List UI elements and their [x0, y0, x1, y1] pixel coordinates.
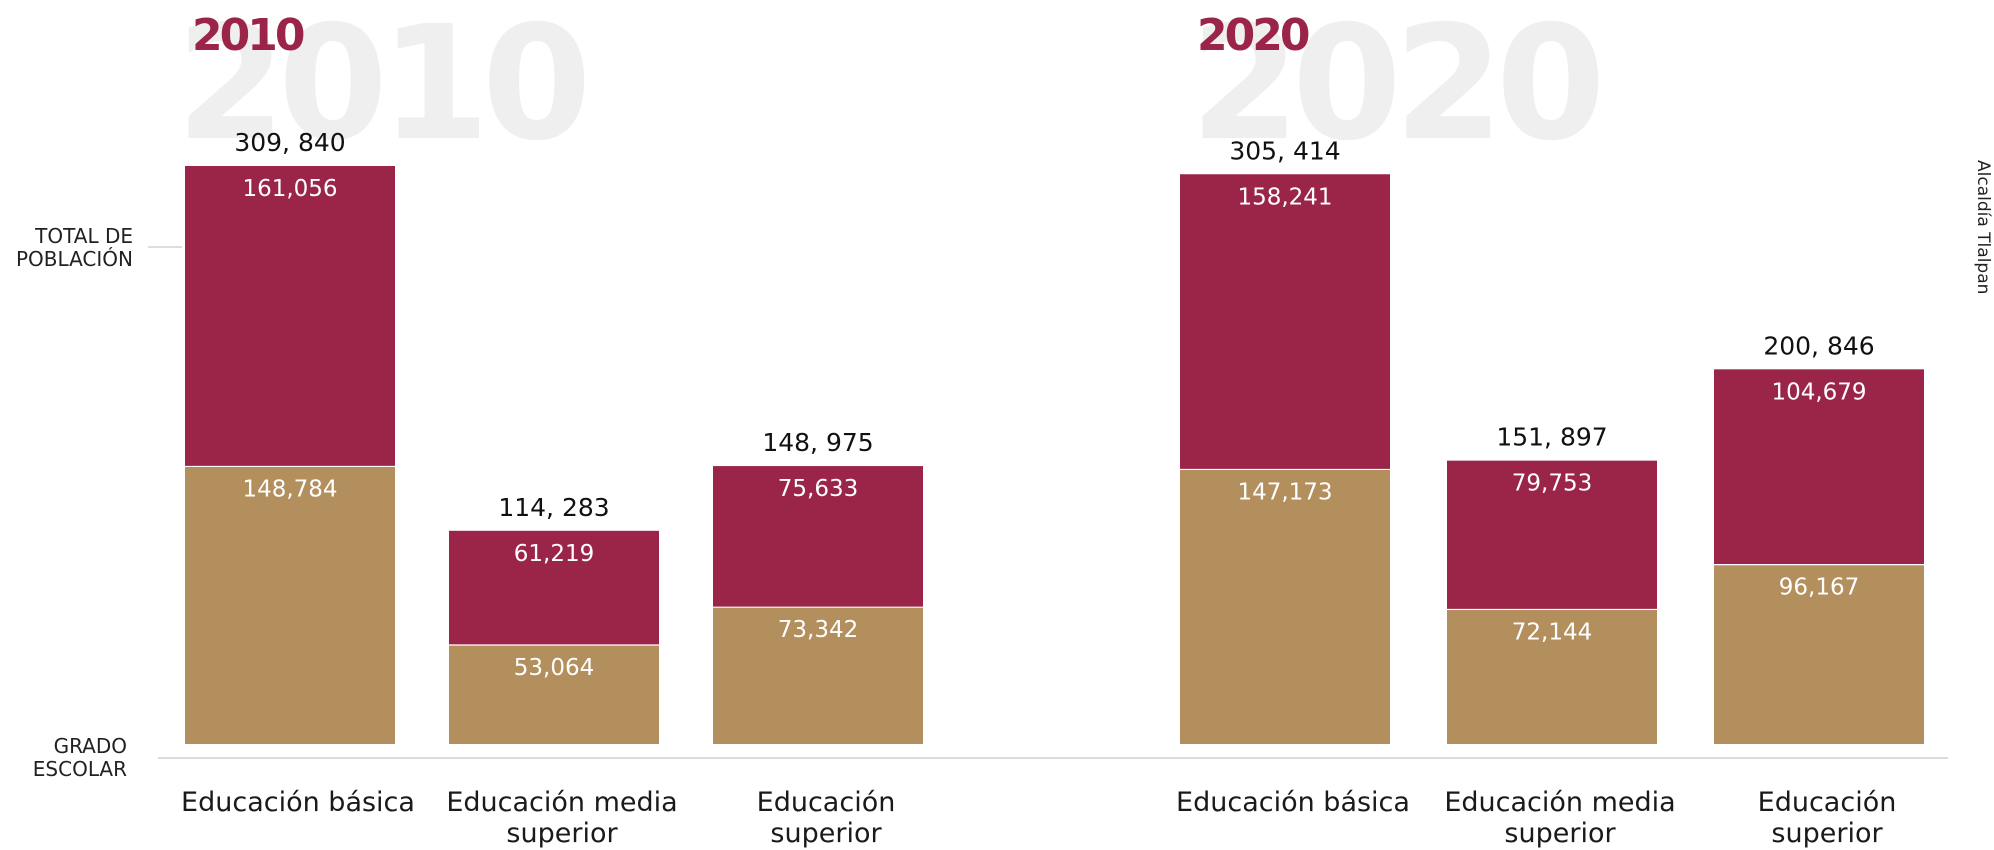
- bar-segment-grado: [185, 466, 395, 744]
- bar-segment-total: [449, 530, 659, 646]
- category-label: Educación básica: [1176, 787, 1410, 818]
- bars-group: [185, 166, 1924, 744]
- category-label: Educación: [1758, 787, 1897, 818]
- data-label-top: 161,056: [242, 176, 337, 202]
- data-label-bottom: 96,167: [1779, 575, 1859, 601]
- year-watermarks: 2010 2020: [176, 0, 1607, 176]
- data-label-bottom: 72,144: [1512, 619, 1592, 645]
- axis-group: TOTAL DE POBLACIÓN GRADO ESCOLAR: [16, 224, 1948, 781]
- data-label-bottom: 73,342: [778, 617, 858, 643]
- category-label: Educación: [757, 787, 896, 818]
- data-label-bottom: 148,784: [242, 476, 337, 502]
- year-watermark: 2010: [176, 0, 585, 176]
- year-watermark: 2020: [1190, 0, 1599, 176]
- category-label: superior: [1771, 818, 1883, 849]
- bar-segment-total: [185, 166, 395, 467]
- data-label-top: 158,241: [1237, 184, 1332, 210]
- side-note: Alcaldía Tlalpan: [1973, 160, 1993, 294]
- data-label-bottom: 53,064: [514, 655, 594, 681]
- data-label-top: 61,219: [514, 541, 594, 567]
- total-label: 305, 414: [1229, 136, 1340, 165]
- total-label: 151, 897: [1496, 423, 1607, 452]
- bar-segment-total: [713, 466, 923, 608]
- bar-segment-grado: [1180, 469, 1390, 744]
- year-title: 2010: [192, 10, 304, 61]
- total-label: 148, 975: [762, 428, 873, 457]
- grado-label-line2: ESCOLAR: [33, 757, 127, 781]
- total-label: 309, 840: [234, 128, 345, 157]
- grado-label-line1: GRADO: [54, 734, 127, 758]
- category-label: superior: [770, 818, 882, 849]
- data-label-top: 75,633: [778, 476, 858, 502]
- data-label-top: 79,753: [1512, 471, 1592, 497]
- data-label-top: 104,679: [1771, 379, 1866, 405]
- year-title: 2020: [1197, 10, 1309, 61]
- total-label: 114, 283: [498, 493, 609, 522]
- total-label-line1: TOTAL DE: [34, 224, 133, 248]
- data-label-bottom: 147,173: [1237, 479, 1332, 505]
- bar-segment-total: [1180, 174, 1390, 470]
- category-label: Educación media: [446, 787, 677, 818]
- bar-segment-total: [1714, 369, 1924, 565]
- category-label: Educación básica: [181, 787, 415, 818]
- category-label: superior: [506, 818, 618, 849]
- bar-segment-grado: [1447, 609, 1657, 744]
- category-label: Educación media: [1444, 787, 1675, 818]
- bar-segment-grado: [713, 607, 923, 744]
- bar-segment-grado: [449, 645, 659, 744]
- total-label-line2: POBLACIÓN: [16, 247, 133, 271]
- bar-segment-total: [1447, 460, 1657, 610]
- labels-group: 2010 161,056 148,784 309, 840 Educación bási…: [181, 10, 1896, 849]
- total-label: 200, 846: [1763, 331, 1874, 360]
- side-note-group: Alcaldía Tlalpan: [1973, 160, 1993, 294]
- bar-segment-grado: [1714, 564, 1924, 744]
- category-label: superior: [1504, 818, 1616, 849]
